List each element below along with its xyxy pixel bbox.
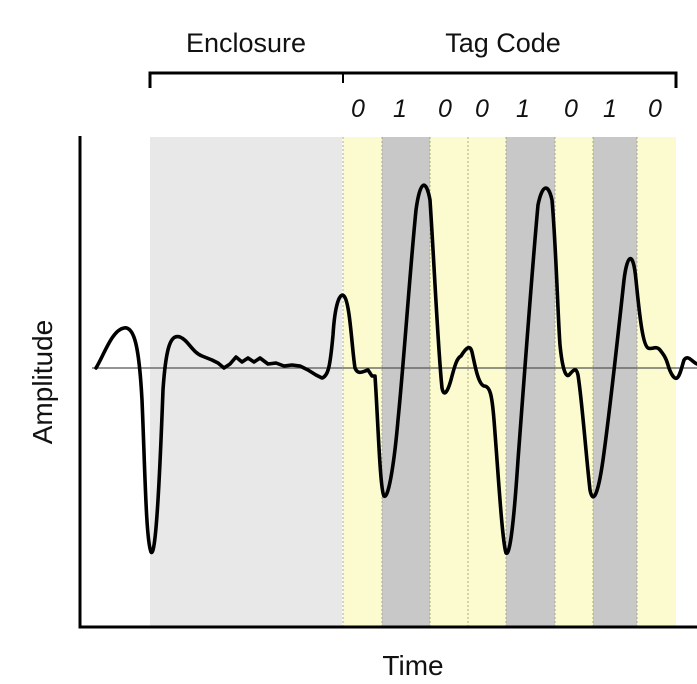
- bit-band-2: [382, 137, 430, 627]
- bit-bands: [342, 137, 676, 627]
- bit-label-6: 0: [564, 95, 578, 123]
- regions: [150, 137, 676, 627]
- bit-label-5: 1: [516, 95, 530, 123]
- bit-label-7: 1: [603, 95, 617, 123]
- tag-code-label: Tag Code: [445, 28, 561, 58]
- bit-band-8: [637, 137, 676, 627]
- bit-label-2: 1: [393, 95, 407, 123]
- bit-band-5: [506, 137, 555, 627]
- x-axis-title: Time: [382, 650, 443, 681]
- bit-label-4: 0: [475, 95, 489, 123]
- bit-band-6: [555, 137, 593, 627]
- y-axis-title: Amplitude: [27, 320, 58, 445]
- enclosure-label: Enclosure: [186, 28, 306, 58]
- signal-waveform: [94, 183, 697, 555]
- bit-band-4: [468, 137, 506, 627]
- bit-label-8: 0: [648, 95, 662, 123]
- bracket-line: [148, 71, 678, 88]
- enclosure-region: [150, 137, 342, 627]
- top-bracket: [148, 71, 678, 88]
- bit-label-1: 0: [351, 95, 365, 123]
- bit-band-7: [593, 137, 637, 627]
- axes: [78, 136, 697, 629]
- bit-label-3: 0: [438, 95, 452, 123]
